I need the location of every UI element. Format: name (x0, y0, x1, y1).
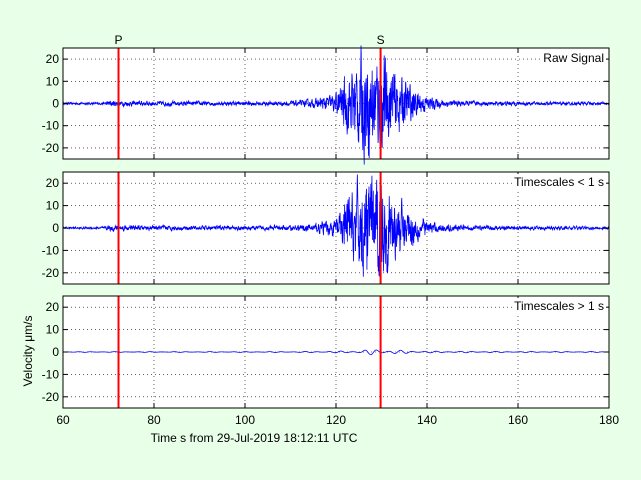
y-tick-label: -10 (42, 367, 60, 381)
y-tick-label: -20 (42, 141, 60, 155)
y-tick-label: 0 (52, 221, 59, 235)
y-tick-label: 0 (52, 345, 59, 359)
y-tick-label: -20 (42, 266, 60, 280)
y-tick-label: 20 (46, 52, 60, 66)
panel-label-background (541, 50, 606, 66)
y-tick-label: 0 (52, 97, 59, 111)
x-tick-label: 140 (417, 413, 437, 427)
x-tick-label: 100 (235, 413, 255, 427)
x-tick-label: 80 (147, 413, 161, 427)
y-tick-label: 10 (46, 323, 60, 337)
panel-label: Timescales > 1 s (514, 299, 604, 313)
panel-2: -20 -10 0 10 20 Timescales < 1 s (42, 171, 610, 285)
waveform-trace (62, 45, 610, 165)
waveform-trace (62, 349, 609, 356)
y-axis-label: Velocity μm/s (21, 316, 35, 387)
panel-label: Raw Signal (543, 51, 604, 65)
x-tick-label: 60 (56, 413, 70, 427)
y-tick-label: 20 (46, 300, 60, 314)
y-tick-label: 20 (46, 176, 60, 190)
y-tick-label: 10 (46, 199, 60, 213)
waveform-trace (62, 174, 610, 281)
panels-group: -20 -10 0 10 20 Raw Signal -20 -10 0 10 20 Timescal… (42, 45, 610, 409)
y-tick-label: 10 (46, 74, 60, 88)
panel-label: Timescales < 1 s (514, 175, 604, 189)
panel-label-background (512, 174, 606, 190)
x-axis-label: Time s from 29-Jul-2019 18:12:11 UTC (151, 431, 358, 445)
y-tick-label: -10 (42, 243, 60, 257)
phase-label-s: S (377, 33, 385, 47)
y-tick-label: -10 (42, 119, 60, 133)
y-tick-label: -20 (42, 390, 60, 404)
x-tick-label: 160 (508, 413, 528, 427)
phase-label-p: P (115, 33, 123, 47)
panel-3: -20 -10 0 10 20 Timescales > 1 s (42, 295, 610, 409)
x-tick-label: 120 (326, 413, 346, 427)
x-tick-label: 180 (599, 413, 619, 427)
panel-1: -20 -10 0 10 20 Raw Signal (42, 45, 610, 165)
panel-label-background (512, 298, 606, 314)
x-axis: 60 80 100 120 140 160 180 (56, 413, 619, 427)
